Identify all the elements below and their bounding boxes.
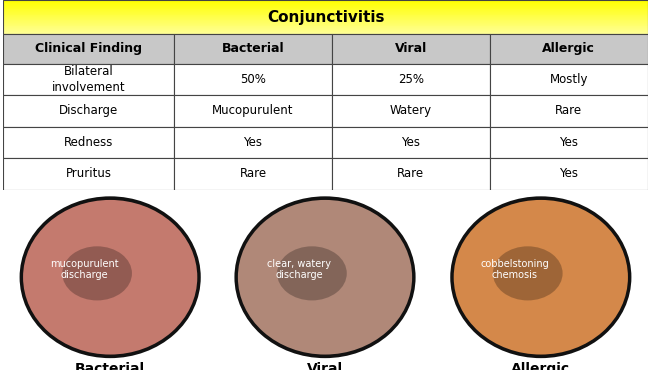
Bar: [3, 1, 648, 2]
Text: Rare: Rare: [397, 167, 424, 180]
Bar: [3, 7, 648, 8]
Bar: [332, 34, 490, 64]
Text: 50%: 50%: [240, 73, 266, 86]
Bar: [3, 11, 648, 12]
Bar: [3, 127, 174, 158]
Bar: [3, 34, 174, 64]
Ellipse shape: [234, 196, 415, 358]
Ellipse shape: [62, 246, 132, 300]
Ellipse shape: [493, 246, 562, 300]
Bar: [3, 33, 648, 34]
Bar: [3, 95, 174, 127]
Text: clear, watery
discharge: clear, watery discharge: [267, 259, 331, 280]
Ellipse shape: [454, 200, 628, 354]
Text: Mostly: Mostly: [549, 73, 588, 86]
Ellipse shape: [20, 196, 201, 358]
Text: Pruritus: Pruritus: [66, 167, 112, 180]
Bar: [174, 95, 332, 127]
Bar: [3, 19, 648, 20]
Bar: [174, 64, 332, 95]
Ellipse shape: [277, 246, 347, 300]
Bar: [490, 95, 648, 127]
Bar: [3, 0, 648, 34]
Bar: [3, 31, 648, 33]
Text: Yes: Yes: [559, 167, 578, 180]
Bar: [332, 64, 490, 95]
Bar: [3, 30, 648, 31]
Bar: [3, 4, 648, 5]
Bar: [490, 127, 648, 158]
Text: Watery: Watery: [390, 104, 432, 117]
Bar: [3, 158, 174, 189]
Text: Bacterial: Bacterial: [75, 362, 145, 370]
Text: Viral: Viral: [307, 362, 343, 370]
Text: mucopurulent
discharge: mucopurulent discharge: [49, 259, 118, 280]
Bar: [3, 18, 648, 19]
Bar: [3, 22, 648, 23]
Bar: [3, 64, 174, 95]
Text: Conjunctivitis: Conjunctivitis: [267, 10, 384, 24]
Bar: [3, 0, 648, 1]
Bar: [3, 6, 648, 7]
Bar: [3, 9, 648, 10]
Bar: [3, 23, 648, 24]
Bar: [3, 27, 648, 28]
Bar: [3, 20, 648, 21]
Bar: [3, 3, 648, 4]
Bar: [332, 95, 490, 127]
Ellipse shape: [23, 200, 197, 354]
Bar: [3, 21, 648, 22]
Bar: [490, 158, 648, 189]
Bar: [3, 5, 648, 6]
Text: Rare: Rare: [240, 167, 266, 180]
Bar: [3, 10, 648, 11]
Bar: [3, 16, 648, 17]
Bar: [3, 26, 648, 27]
Bar: [490, 34, 648, 64]
Text: cobbelstoning
chemosis: cobbelstoning chemosis: [480, 259, 549, 280]
Text: Redness: Redness: [64, 136, 113, 149]
Bar: [3, 29, 648, 30]
Text: Allergic: Allergic: [511, 362, 570, 370]
Bar: [3, 17, 648, 18]
Bar: [332, 158, 490, 189]
Bar: [174, 158, 332, 189]
Bar: [490, 64, 648, 95]
Text: Yes: Yes: [402, 136, 421, 149]
Bar: [3, 25, 648, 26]
Text: Clinical Finding: Clinical Finding: [35, 42, 142, 56]
Text: Discharge: Discharge: [59, 104, 118, 117]
Text: Bilateral
involvement: Bilateral involvement: [52, 65, 126, 94]
Text: Allergic: Allergic: [542, 42, 595, 56]
Text: Mucopurulent: Mucopurulent: [212, 104, 294, 117]
Bar: [332, 127, 490, 158]
Text: Yes: Yes: [559, 136, 578, 149]
Bar: [3, 14, 648, 16]
Ellipse shape: [238, 200, 412, 354]
Text: Rare: Rare: [555, 104, 583, 117]
Text: Bacterial: Bacterial: [222, 42, 284, 56]
Text: Viral: Viral: [395, 42, 427, 56]
Ellipse shape: [450, 196, 631, 358]
Bar: [3, 8, 648, 9]
Bar: [3, 12, 648, 13]
Bar: [3, 13, 648, 14]
Text: Yes: Yes: [243, 136, 262, 149]
Bar: [3, 2, 648, 3]
Text: 25%: 25%: [398, 73, 424, 86]
Bar: [3, 24, 648, 25]
Bar: [3, 28, 648, 29]
Bar: [174, 127, 332, 158]
Bar: [174, 34, 332, 64]
